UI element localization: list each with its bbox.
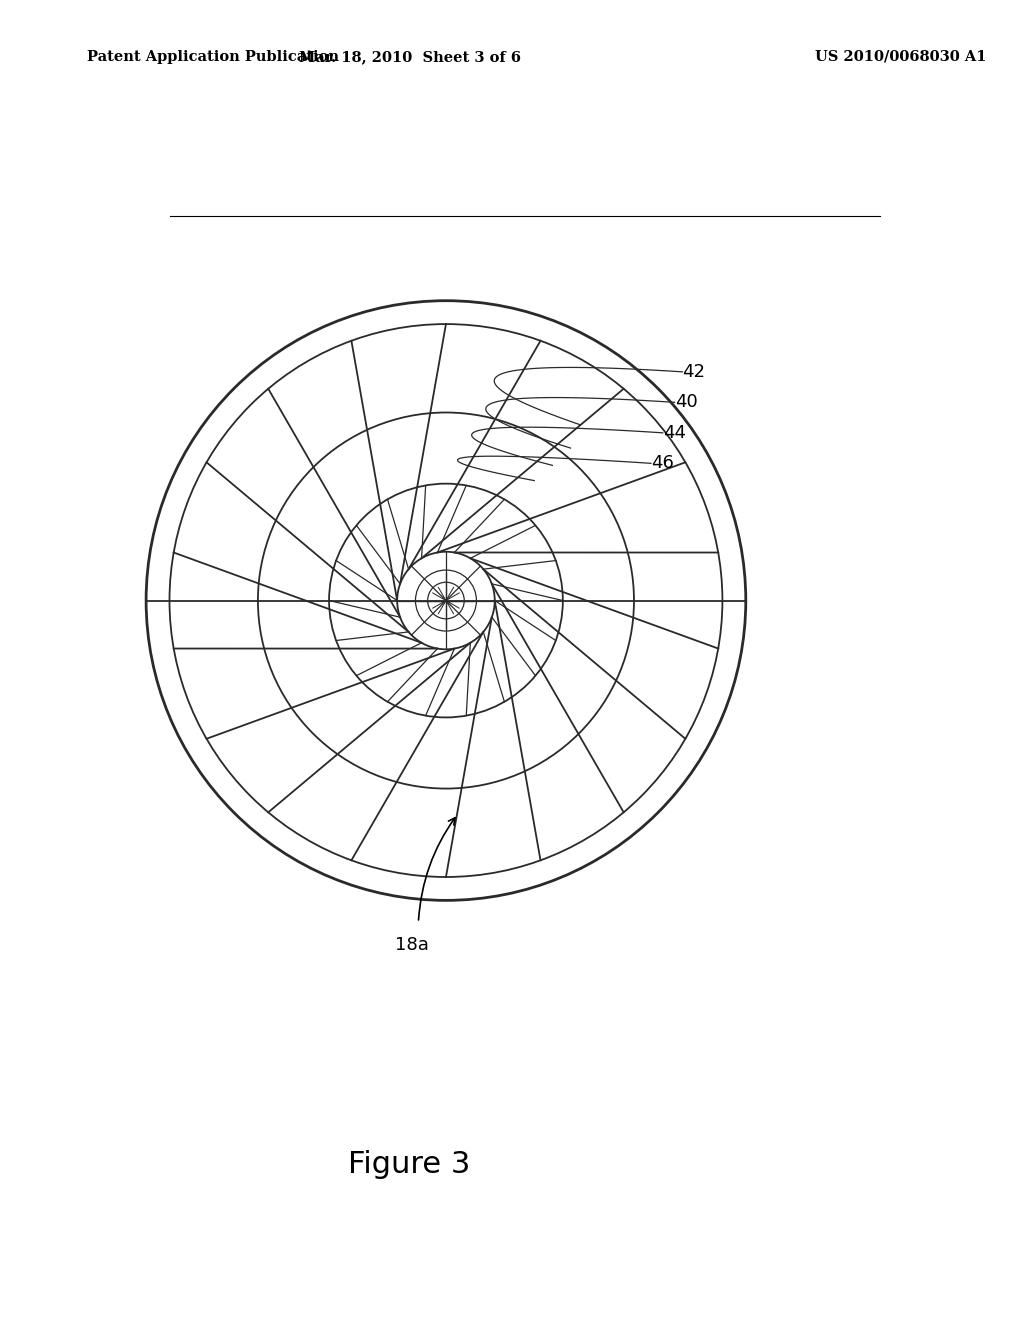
Text: 40: 40: [675, 393, 697, 412]
Text: 44: 44: [663, 424, 686, 442]
Text: 42: 42: [682, 363, 706, 381]
Text: 46: 46: [651, 454, 674, 473]
Text: Figure 3: Figure 3: [348, 1150, 471, 1179]
Text: Mar. 18, 2010  Sheet 3 of 6: Mar. 18, 2010 Sheet 3 of 6: [299, 50, 520, 63]
Text: US 2010/0068030 A1: US 2010/0068030 A1: [815, 50, 987, 63]
Text: Patent Application Publication: Patent Application Publication: [87, 50, 339, 63]
Text: 18a: 18a: [394, 936, 429, 954]
